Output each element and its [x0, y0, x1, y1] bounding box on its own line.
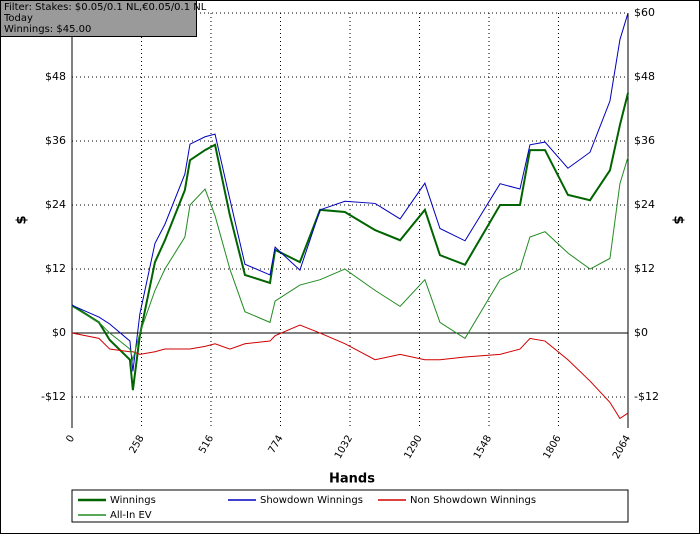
y2-tick-label: $12: [634, 262, 655, 275]
y-tick-label: $24: [45, 198, 66, 211]
series-line: [71, 156, 629, 362]
y-axis-label: $: [15, 215, 30, 224]
filter-background: [0, 0, 197, 37]
y-tick-label: $12: [45, 262, 66, 275]
filter-line: Today: [3, 13, 33, 24]
y2-tick-label: $24: [634, 198, 655, 211]
y-tick-label: -$12: [41, 390, 66, 403]
y-tick-label: $48: [45, 70, 66, 83]
x-axis-label: Hands: [329, 472, 375, 487]
filter-box: Filter: Stakes: $0.05/0.1 NL,€0.05/0.1 N…: [0, 0, 207, 37]
legend: [71, 489, 629, 523]
x-tick-label: 0: [64, 434, 77, 445]
series-line: [71, 324, 629, 420]
series-line: [71, 92, 629, 391]
y2-tick-label: $36: [634, 134, 655, 147]
y2-tick-label: $60: [634, 6, 655, 19]
filter-line: Filter: Stakes: $0.05/0.1 NL,€0.05/0.1 N…: [4, 2, 207, 13]
y2-tick-label: -$12: [634, 390, 659, 403]
y-tick-label: $36: [45, 134, 66, 147]
legend-label: All-In EV: [110, 510, 152, 521]
filter-line: Winnings: $45.00: [4, 24, 91, 35]
y2-axis-label: $: [671, 215, 686, 224]
legend-label: Winnings: [110, 495, 156, 506]
y2-tick-label: $48: [634, 70, 655, 83]
legend-label: Showdown Winnings: [260, 495, 363, 506]
series-line: [71, 12, 629, 372]
y-tick-label: $0: [52, 326, 66, 339]
y2-tick-label: $0: [634, 326, 648, 339]
legend-label: Non Showdown Winnings: [410, 495, 536, 506]
